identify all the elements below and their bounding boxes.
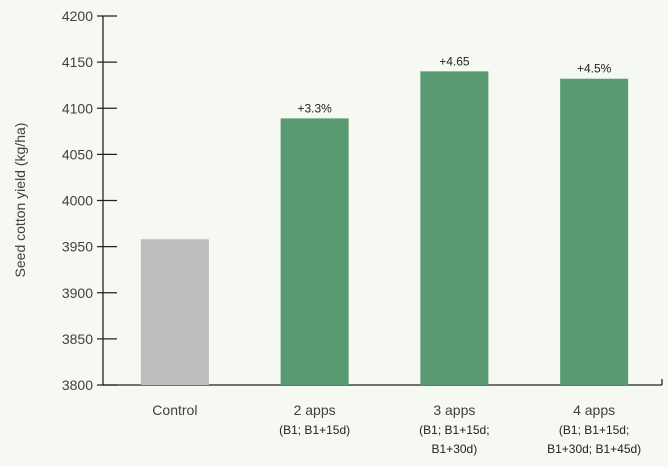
y-ticks: 3800 3850 3900 3950 4000 4050 4100 4150 4200 bbox=[62, 8, 117, 393]
bar-data-label: +4.5% bbox=[577, 62, 612, 76]
x-tick-label: Control bbox=[152, 402, 197, 418]
bar bbox=[560, 78, 629, 385]
y-tick-label: 4200 bbox=[62, 8, 93, 24]
x-category-labels: Control 2 apps (B1; B1+15d) 3 apps (B1; B1+1… bbox=[152, 402, 641, 456]
bar bbox=[280, 118, 349, 386]
bar bbox=[140, 239, 209, 385]
y-axis-title: Seed cotton yield (kg/ha) bbox=[12, 123, 28, 278]
x-tick-sublabel: (B1; B1+15d; bbox=[419, 423, 489, 437]
y-tick-label: 4150 bbox=[62, 54, 93, 70]
x-tick-sublabel: B1+30d; B1+45d) bbox=[547, 442, 641, 456]
x-tick-sublabel: (B1; B1+15d) bbox=[279, 423, 350, 437]
data-labels: +3.3% +4.65 +4.5% bbox=[297, 54, 611, 115]
bar bbox=[420, 71, 489, 385]
y-tick-label: 3800 bbox=[62, 377, 93, 393]
x-tick-label: 2 apps bbox=[294, 402, 336, 418]
x-tick-sublabel: (B1; B1+15d; bbox=[559, 423, 629, 437]
x-tick-sublabel: B1+30d) bbox=[432, 442, 478, 456]
x-tick-label: 4 apps bbox=[573, 402, 615, 418]
y-tick-label: 3950 bbox=[62, 239, 93, 255]
y-tick-label: 4000 bbox=[62, 193, 93, 209]
y-tick-label: 4100 bbox=[62, 100, 93, 116]
y-tick-label: 4050 bbox=[62, 146, 93, 162]
y-tick-label: 3850 bbox=[62, 331, 93, 347]
bar-data-label: +4.65 bbox=[439, 54, 470, 68]
bars bbox=[140, 71, 629, 386]
y-tick-label: 3900 bbox=[62, 285, 93, 301]
bar-data-label: +3.3% bbox=[297, 101, 332, 115]
x-tick-label: 3 apps bbox=[433, 402, 475, 418]
